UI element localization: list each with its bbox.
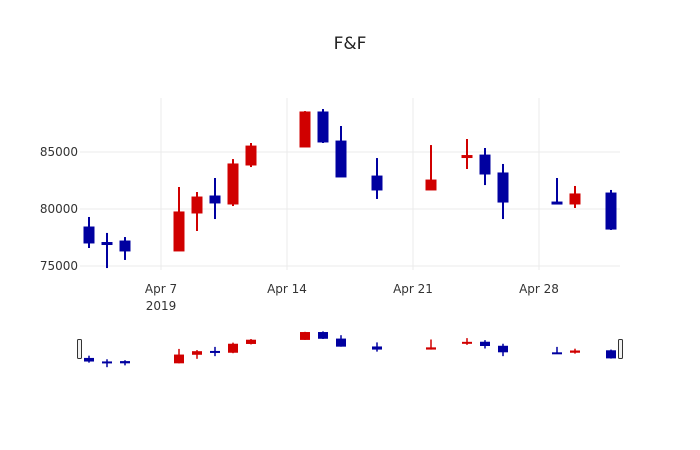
candle[interactable] (551, 177, 563, 205)
candle-body (317, 111, 329, 143)
candle-body (425, 179, 437, 191)
candle-body (191, 196, 203, 214)
range-slider-right-handle[interactable] (618, 339, 623, 359)
candle[interactable] (317, 109, 329, 143)
candle[interactable] (605, 189, 617, 230)
candle-body (209, 195, 221, 204)
candle[interactable] (497, 163, 509, 220)
candle[interactable] (173, 186, 185, 252)
range-slider-left-handle[interactable] (77, 339, 82, 359)
candle[interactable] (569, 185, 581, 208)
mini-candle-body (84, 357, 94, 362)
candle[interactable] (425, 145, 437, 191)
candle[interactable] (209, 177, 221, 220)
mini-candle-body (210, 350, 220, 353)
mini-candle-body (120, 361, 130, 364)
mini-candle-body (570, 350, 580, 353)
candle-body (83, 226, 95, 244)
x-tick-label: Apr 7 (145, 282, 177, 296)
candle-body (335, 140, 347, 178)
candle-body (461, 155, 473, 159)
candle[interactable] (479, 148, 491, 186)
candle-body (101, 242, 113, 246)
candle-body (119, 240, 131, 252)
mini-candle-body (300, 332, 310, 340)
candle-body (227, 163, 239, 205)
range-slider[interactable] (77, 331, 623, 368)
mini-candle-body (552, 352, 562, 355)
candle-body (551, 201, 563, 205)
candle-body (479, 154, 491, 175)
candle[interactable] (119, 237, 131, 260)
mini-candle-body (606, 350, 616, 359)
mini-candle-body (246, 339, 256, 344)
plot-area[interactable]: 75000 80000 85000 Apr 7 2019 Apr 14 Apr 21 Apr … (40, 98, 620, 313)
candle-body (245, 145, 257, 166)
candle-body (569, 193, 581, 205)
candle-body (497, 172, 509, 203)
x-tick-label: Apr 21 (393, 282, 433, 296)
candle-body (173, 211, 185, 252)
candle[interactable] (245, 142, 257, 168)
candle[interactable] (371, 158, 383, 199)
mini-candle-body (462, 341, 472, 344)
mini-candle-body (498, 345, 508, 353)
candle[interactable] (227, 159, 239, 207)
mini-candle-body (480, 341, 490, 346)
mini-candle-body (174, 354, 184, 364)
mini-candle-body (336, 338, 346, 347)
x-tick-year-label: 2019 (146, 299, 177, 313)
candle[interactable] (461, 139, 473, 169)
candle[interactable] (101, 232, 113, 269)
y-tick-label: 75000 (40, 259, 78, 273)
candle-body (299, 111, 311, 148)
chart-title: F&F (334, 34, 367, 54)
candle[interactable] (83, 216, 95, 248)
mini-candle-body (102, 361, 112, 364)
y-tick-label: 85000 (40, 145, 78, 159)
mini-candle-body (318, 332, 328, 339)
candle-body (605, 192, 617, 230)
candle[interactable] (335, 126, 347, 178)
mini-candle-body (426, 347, 436, 350)
x-tick-label: Apr 28 (519, 282, 559, 296)
mini-candle-body (192, 351, 202, 355)
y-tick-label: 80000 (40, 202, 78, 216)
candle[interactable] (299, 111, 311, 148)
candle[interactable] (191, 192, 203, 232)
x-tick-label: Apr 14 (267, 282, 307, 296)
mini-candle-body (372, 346, 382, 350)
candle-body (371, 175, 383, 191)
mini-candle-body (228, 343, 238, 353)
